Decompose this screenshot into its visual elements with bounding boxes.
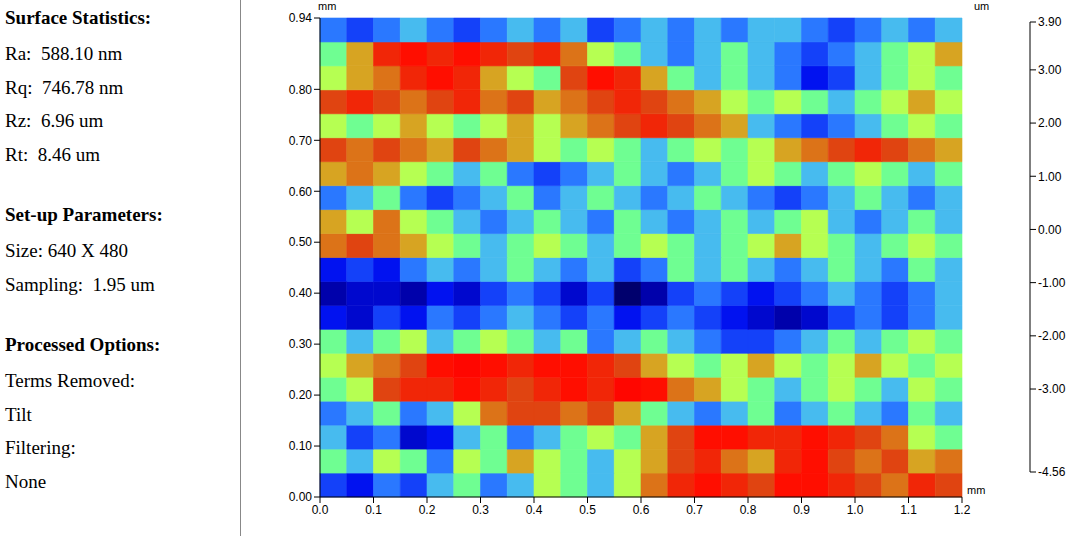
html-text:Rz: 6.96 um: Rz: 6.96 um [5,110,104,131]
svg-text:0.5: 0.5 [579,503,596,517]
svg-text:1.00: 1.00 [1038,170,1062,184]
svg-text:0.00: 0.00 [1038,223,1062,237]
html-text:Rq: 746.78 nm: Rq: 746.78 nm [5,76,124,98]
html-text:Ra: 588.10 nm: Ra: 588.10 nm [5,43,123,64]
svg-text:2.00: 2.00 [1038,116,1062,130]
svg-text:0.3: 0.3 [472,503,489,517]
html-text:Surface Statistics:: Surface Statistics: [5,7,152,28]
svg-text:0.0: 0.0 [312,503,329,517]
svg-text:0.20: 0.20 [289,388,313,402]
svg-text:0.9: 0.9 [793,503,810,517]
svg-text:0.00: 0.00 [289,490,313,504]
svg-text:1.0: 1.0 [847,503,864,517]
svg-text:0.50: 0.50 [289,235,313,249]
svg-text:0.70: 0.70 [289,134,313,148]
svg-text:-3.00: -3.00 [1038,382,1066,396]
svg-text:0.8: 0.8 [740,503,757,517]
html-text:Terms Removed:: Terms Removed: [5,370,136,391]
svg-text:0.30: 0.30 [289,337,313,351]
html-text:Tilt: Tilt [5,403,32,425]
svg-text:-4.56: -4.56 [1038,465,1066,479]
svg-text:0.2: 0.2 [419,503,436,517]
svg-text:0.60: 0.60 [289,185,313,199]
html-text:um: um [974,0,990,12]
svg-text:0.4: 0.4 [526,503,543,517]
svg-text:3.00: 3.00 [1038,63,1062,77]
html-text:Set-up Parameters:: Set-up Parameters: [5,204,163,225]
html-text:Sampling: 1.95 um: Sampling: 1.95 um [5,273,155,295]
html-text:Processed Options:: Processed Options: [5,334,161,355]
html-text:None: None [5,470,47,492]
svg-text:1.2: 1.2 [954,503,971,517]
html-text:Filtering:: Filtering: [5,437,76,458]
svg-text:0.94: 0.94 [289,11,313,25]
svg-text:0.1: 0.1 [365,503,382,517]
html-text:Size: 640 X 480: Size: 640 X 480 [5,240,128,261]
svg-text:3.90: 3.90 [1038,15,1062,29]
svg-text:0.6: 0.6 [633,503,650,517]
svg-text:0.40: 0.40 [289,286,313,300]
svg-text:0.10: 0.10 [289,439,313,453]
svg-text:-1.00: -1.00 [1038,276,1066,290]
svg-text:-2.00: -2.00 [1038,329,1066,343]
svg-text:0.80: 0.80 [289,83,313,97]
html-text:Rt: 8.46 um: Rt: 8.46 um [5,143,100,165]
html-text:mm: mm [318,0,337,12]
html-text:mm: mm [967,484,986,496]
svg-text:1.1: 1.1 [900,503,917,517]
svg-text:0.7: 0.7 [686,503,703,517]
